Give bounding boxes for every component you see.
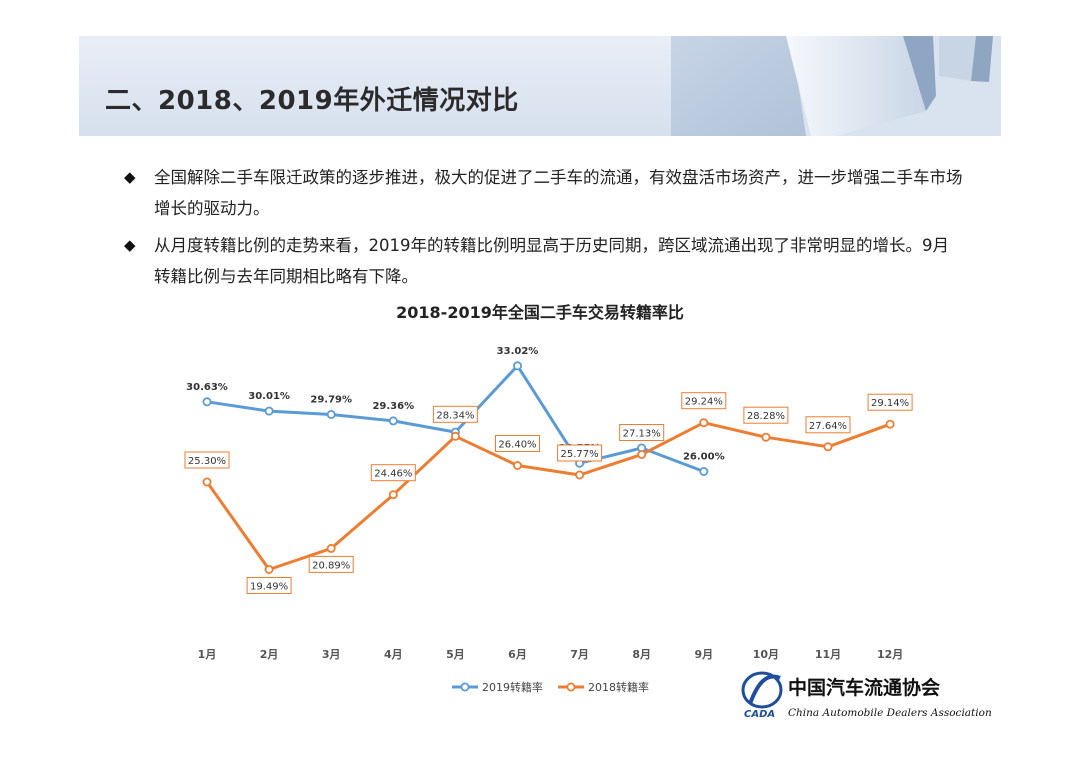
cada-swirl-icon (748, 674, 781, 705)
data-label: 30.63% (186, 382, 228, 393)
cada-name-en: China Automobile Dealers Association (788, 707, 992, 719)
data-label: 20.89% (312, 560, 350, 571)
cada-mark-text: CADA (744, 709, 775, 720)
x-tick-label: 1月 (198, 648, 217, 661)
x-axis: 1月 2月 3月 4月 5月 6月 7月 8月 9月 10月 11月 12月 (198, 648, 904, 661)
data-label: 33.02% (497, 346, 539, 357)
x-tick-label: 7月 (570, 648, 589, 661)
data-point (885, 419, 895, 429)
data-label-box (246, 577, 292, 594)
data-label-box (557, 444, 603, 462)
header-band: 二、2018、2019年外迁情况对比 (79, 36, 1001, 136)
x-tick-label: 12月 (877, 648, 903, 661)
data-point (264, 406, 274, 416)
data-label-box (432, 405, 478, 423)
x-tick-label: 8月 (632, 648, 651, 661)
x-tick-label: 2月 (260, 648, 279, 661)
cada-name-cn: 中国汽车流通协会 (788, 676, 940, 699)
data-point (513, 361, 523, 371)
bullet-list: ◆ 全国解除二手车限迁政策的逐步推进，极大的促进了二手车的流通，有效盘活市场资产… (124, 162, 964, 292)
data-point (388, 490, 398, 500)
data-label: 29.24% (685, 397, 723, 408)
x-tick-label: 4月 (384, 648, 403, 661)
data-point (761, 432, 771, 442)
legend: 2019转籍率 2018转籍率 (452, 680, 649, 694)
cada-swirl-icon (741, 671, 783, 709)
legend-label: 2018转籍率 (588, 680, 649, 694)
x-tick-label: 11月 (815, 648, 841, 661)
data-label: 29.79% (310, 395, 352, 406)
bullet-text: 从月度转籍比例的走势来看，2019年的转籍比例明显高于历史同期，跨区域流通出现了… (154, 236, 949, 286)
data-label: 28.28% (747, 411, 785, 422)
data-label: 26.40% (498, 440, 536, 451)
data-label: 25.77% (561, 449, 599, 460)
data-label: 28.34% (436, 410, 474, 421)
data-label: 19.49% (250, 582, 288, 593)
data-label-box (619, 424, 665, 441)
x-tick-label: 5月 (446, 648, 465, 661)
data-point (699, 418, 709, 428)
bullet-item: ◆ 全国解除二手车限迁政策的逐步推进，极大的促进了二手车的流通，有效盘活市场资产… (124, 162, 964, 224)
x-tick-label: 3月 (322, 648, 341, 661)
page-title: 二、2018、2019年外迁情况对比 (105, 86, 519, 116)
data-label-box (370, 464, 416, 482)
chart-title: 2018-2019年全国二手车交易转籍率比 (396, 303, 684, 322)
data-label: 29.36% (372, 401, 414, 412)
bullet-item: ◆ 从月度转籍比例的走势来看，2019年的转籍比例明显高于历史同期，跨区域流通出… (124, 230, 964, 292)
x-tick-label: 6月 (508, 648, 527, 661)
data-point (202, 477, 212, 487)
data-label-box (743, 406, 789, 424)
series-1: 25.30% 19.49% 20.89% 24.46% 28.34% 26.40% 25.7… (184, 392, 913, 594)
x-tick-label: 9月 (694, 648, 713, 661)
data-point (202, 397, 212, 407)
data-label-box (805, 416, 851, 434)
series-layer: 30.63%30.01%29.79%29.36%28.62%33.02%26.5… (184, 346, 913, 594)
data-point (388, 416, 398, 426)
data-point (637, 449, 647, 459)
data-label: 29.14% (871, 398, 909, 409)
legend-item: 2019转籍率 (452, 680, 543, 694)
bullet-text: 全国解除二手车限迁政策的逐步推进，极大的促进了二手车的流通，有效盘活市场资产，进… (154, 168, 963, 218)
data-point (326, 410, 336, 420)
data-label: 26.00% (683, 452, 725, 463)
data-label: 27.13% (623, 429, 661, 440)
x-tick-label: 10月 (753, 648, 779, 661)
cada-logo: CADA 中国汽车流通协会 China Automobile Dealers A… (741, 671, 992, 720)
data-label-box (681, 392, 727, 410)
series-line (205, 421, 891, 571)
legend-item: 2018转籍率 (558, 680, 649, 694)
data-label-box (867, 393, 913, 411)
legend-label: 2019转籍率 (482, 680, 543, 694)
data-point (326, 543, 336, 553)
data-label-box (495, 435, 540, 452)
data-label-box (184, 451, 230, 469)
data-label: 30.01% (248, 391, 290, 402)
data-point (450, 431, 460, 441)
line-chart: 2018-2019年全国二手车交易转籍率比 30.63% 30.01% 29.79%… (184, 303, 913, 694)
data-point (823, 442, 833, 452)
legend-marker-dot (566, 682, 576, 692)
legend-marker-dot (460, 682, 470, 692)
data-label: 27.64% (809, 421, 847, 432)
diamond-bullet-icon: ◆ (124, 236, 136, 254)
header-cubes-image (671, 36, 1001, 136)
data-point (513, 460, 523, 470)
data-label-box (308, 555, 354, 573)
data-point (699, 466, 709, 476)
data-label: 24.46% (374, 469, 412, 480)
data-point (575, 470, 585, 480)
diamond-bullet-icon: ◆ (124, 168, 136, 186)
data-label: 25.30% (188, 456, 226, 467)
data-point (264, 564, 274, 574)
